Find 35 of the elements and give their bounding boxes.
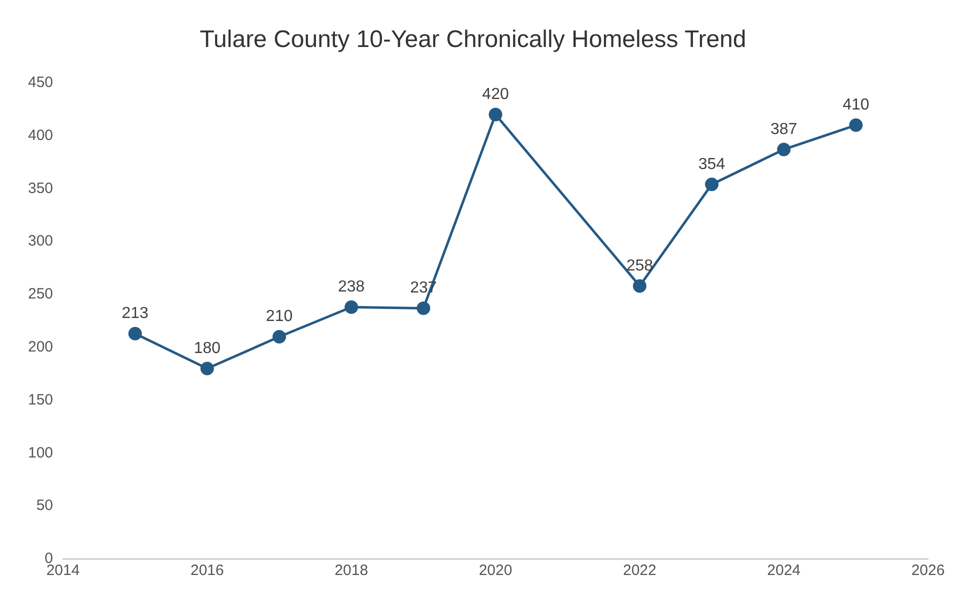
point [777,142,791,156]
y-tick-label: 350 [28,180,54,197]
y-tick-label: 50 [36,497,54,514]
y-tick-label: 150 [28,391,54,408]
point [416,301,430,315]
x-tick-label: 2022 [622,562,656,580]
point [849,118,863,132]
chart-title: Tulare County 10-Year Chronically Homeless Trend [200,26,746,54]
data-label: 410 [842,96,870,114]
point [128,326,142,340]
data-label: 354 [698,156,726,173]
data-label: 258 [626,257,654,274]
y-tick-label: 250 [28,286,54,303]
x-tick-label: 2024 [767,562,801,580]
data-label: 213 [122,305,149,322]
data-label: 180 [194,340,221,357]
data-label: 420 [482,86,509,103]
x-tick-label: 2018 [334,562,368,580]
data-label: 210 [266,308,293,326]
y-tick-label: 400 [28,126,54,144]
point [344,300,358,314]
data-label: 387 [770,120,798,138]
x-tick-label: 2016 [190,562,224,580]
y-tick-label: 300 [28,232,54,250]
y-tick-label: 200 [28,338,54,356]
y-tick-label: 100 [28,444,54,462]
point [200,362,214,376]
data-label: 238 [338,278,365,296]
x-tick-label: 2020 [478,562,512,580]
point [705,178,719,192]
point [488,108,502,122]
point [632,279,646,293]
y-tick-label: 450 [28,74,54,91]
x-tick-label: 2026 [911,562,945,580]
point [272,330,286,344]
